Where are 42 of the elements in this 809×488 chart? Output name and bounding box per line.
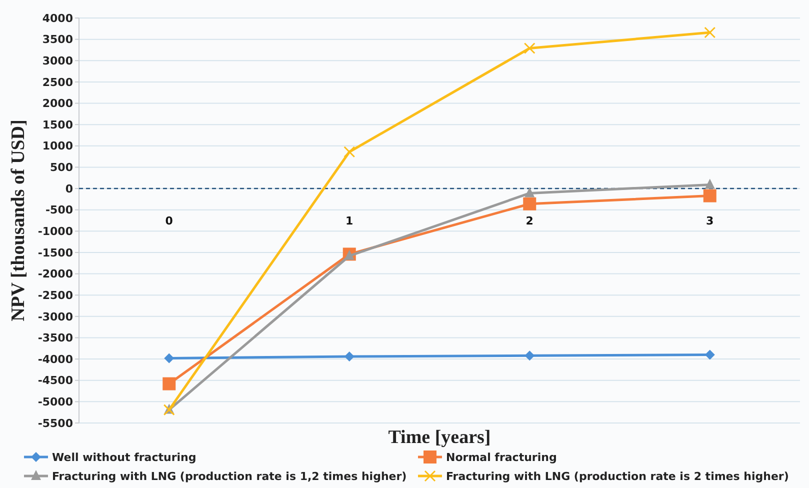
x-tick-label: 1 xyxy=(346,214,354,228)
legend-label: Normal fracturing xyxy=(446,450,557,464)
legend-label: Well without fracturing xyxy=(52,450,196,464)
y-tick-label: -3500 xyxy=(38,332,74,345)
y-tick-label: 500 xyxy=(50,161,74,174)
point xyxy=(162,377,176,390)
y-tick-label: 1500 xyxy=(42,118,74,132)
y-tick-label: 3000 xyxy=(42,54,74,68)
y-tick-label: 0 xyxy=(65,182,74,196)
y-tick-label: -1500 xyxy=(38,246,74,260)
y-tick-label: 2000 xyxy=(42,97,74,110)
y-tick-label: -1000 xyxy=(38,225,74,238)
y-tick-label: 2500 xyxy=(42,76,74,89)
x-tick-label: 3 xyxy=(706,214,714,228)
point xyxy=(524,350,535,361)
x-tick-label: 0 xyxy=(165,214,174,228)
y-tick-label: -3000 xyxy=(38,310,74,324)
point xyxy=(344,146,356,158)
point xyxy=(523,197,536,210)
x-axis-title: Time [years] xyxy=(388,427,491,448)
point xyxy=(704,350,715,360)
y-tick-label: -4000 xyxy=(38,352,74,366)
y-tick-label: 1000 xyxy=(42,140,74,153)
y-tick-label: -5000 xyxy=(38,396,74,409)
x-tick-label: 2 xyxy=(526,214,534,228)
point xyxy=(524,187,535,198)
y-tick-label: 4000 xyxy=(42,12,74,25)
y-tick-label: 3500 xyxy=(42,33,74,46)
y-axis-title: NPV [thousands of USD] xyxy=(8,120,29,322)
point xyxy=(703,189,716,202)
y-tick-label: -4500 xyxy=(38,374,74,388)
point xyxy=(164,353,174,364)
point xyxy=(344,351,354,362)
point xyxy=(524,42,536,54)
y-tick-label: -500 xyxy=(45,204,74,217)
y-tick-label: -2000 xyxy=(38,268,74,281)
point xyxy=(704,26,716,38)
legend-label: Fracturing with LNG (production rate is 1,2 times higher) xyxy=(52,470,407,483)
y-tick-label: -5500 xyxy=(38,416,74,430)
y-tick-label: -2500 xyxy=(38,288,74,302)
legend-label: Fracturing with LNG (production rate is 2 times higher) xyxy=(446,470,789,483)
point xyxy=(704,178,715,189)
